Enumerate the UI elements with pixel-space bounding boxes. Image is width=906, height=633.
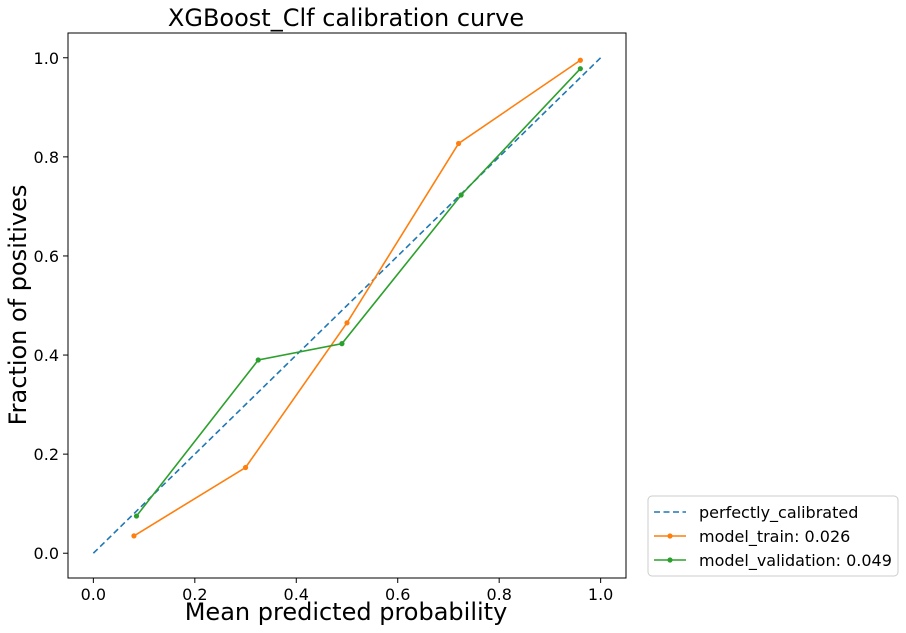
x-tick-label: 0.8 [486, 585, 511, 604]
legend-label: model_validation: 0.049 [699, 551, 892, 571]
chart-title: XGBoost_Clf calibration curve [168, 4, 524, 32]
series-3-point [458, 192, 464, 198]
legend: perfectly_calibrated model_train: 0.026 mo… [647, 495, 899, 577]
legend-label: model_train: 0.026 [699, 527, 850, 547]
legend-frame [647, 495, 899, 577]
x-tick-label: 1.0 [588, 585, 613, 604]
y-tick-label: 0.2 [34, 445, 59, 464]
series-3-point [339, 341, 345, 347]
x-tick-label: 0.2 [182, 585, 207, 604]
y-tick-label: 0.0 [34, 544, 59, 563]
series-2-point [242, 464, 249, 471]
series-3-point [255, 357, 261, 363]
y-tick-label: 0.6 [34, 247, 59, 266]
series-2-point [577, 57, 583, 63]
series-3-point [577, 66, 583, 72]
x-tick-label: 0.6 [385, 585, 410, 604]
series-2-point [456, 140, 462, 147]
legend-marker [667, 533, 673, 539]
x-axis-label: Mean predicted probability [185, 598, 508, 626]
legend-label: perfectly_calibrated [699, 503, 858, 523]
y-tick-label: 1.0 [34, 49, 59, 68]
legend-marker [667, 557, 673, 563]
series-3-point [133, 513, 140, 519]
y-tick-label: 0.8 [34, 148, 59, 167]
series-2-point [344, 320, 350, 326]
series-2-point [131, 533, 137, 539]
x-tick-label: 0.4 [284, 585, 309, 604]
y-axis-label: Fraction of positives [4, 185, 32, 426]
x-tick-label: 0.0 [81, 585, 106, 604]
series-line-1 [92, 57, 602, 554]
y-tick-label: 0.4 [34, 346, 59, 365]
